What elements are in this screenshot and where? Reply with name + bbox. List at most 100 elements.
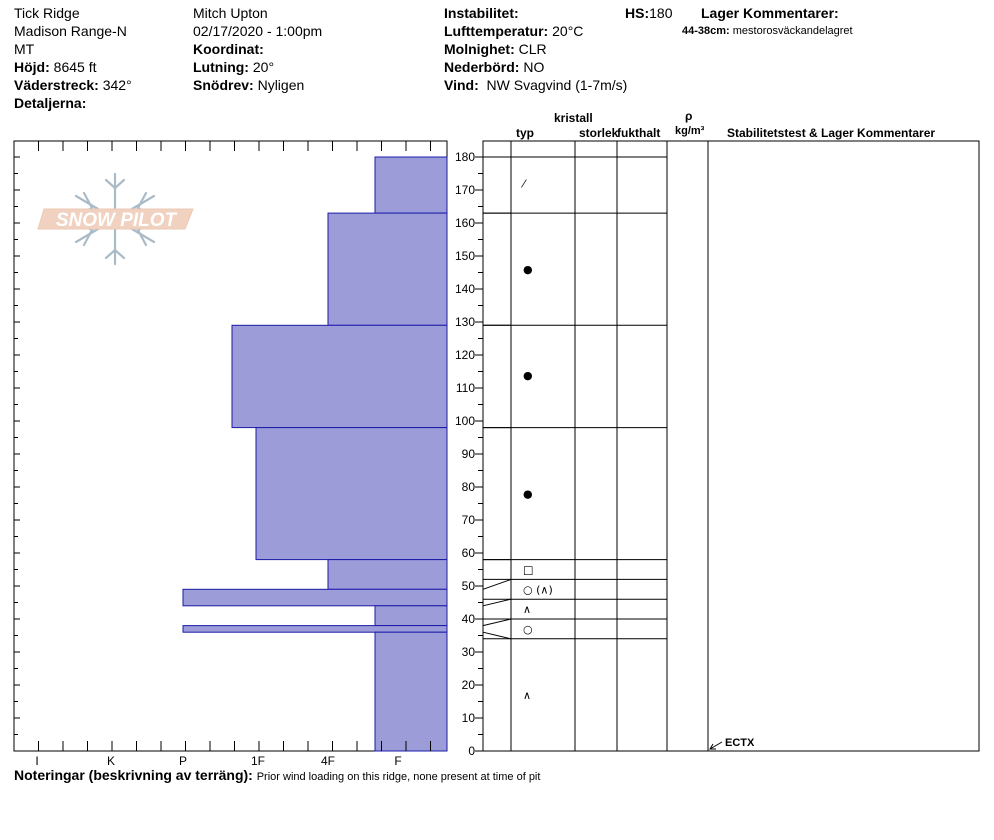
drift-value: Nyligen xyxy=(257,77,305,93)
state-name: MT xyxy=(14,41,35,57)
grain-symbol: ● xyxy=(523,369,533,382)
layer-table-frame xyxy=(482,140,980,752)
stability-arrow-head xyxy=(709,743,716,750)
slope-label: Lutning: xyxy=(193,59,249,75)
notes-label: Noteringar (beskrivning av terräng): xyxy=(14,767,253,783)
column-stability-header: Stabilitetstest & Lager Kommentarer xyxy=(727,126,935,140)
elevation-row: Höjd: 8645 ft xyxy=(14,58,132,76)
grain-symbol: □ xyxy=(523,564,533,577)
depth-tick-label: 90 xyxy=(462,447,476,461)
hardness-label: P xyxy=(179,754,187,768)
range-name: Madison Range-N xyxy=(14,23,127,39)
wind-label: Vind: xyxy=(444,77,479,93)
column-density-header: kg/m³ xyxy=(675,125,705,137)
elevation-label: Höjd: xyxy=(14,59,50,75)
depth-tick-label: 60 xyxy=(462,546,476,560)
grain-symbol: ● xyxy=(523,488,533,501)
depth-tick-label: 130 xyxy=(455,315,475,329)
column-moisture-header: fukthalt xyxy=(617,126,660,140)
depth-tick-label: 140 xyxy=(455,282,475,296)
coordinate-label: Koordinat: xyxy=(193,41,264,57)
air-temp-row: Lufttemperatur: 20°C xyxy=(444,22,627,40)
precip-value: NO xyxy=(523,59,545,75)
stability-test-label: ECTX xyxy=(725,737,755,749)
air-temp-label: Lufttemperatur: xyxy=(444,23,549,39)
layer-table xyxy=(482,140,980,752)
slope-row: Lutning: 20° xyxy=(193,58,322,76)
hardness-label: 4F xyxy=(321,754,335,768)
layer-connector xyxy=(482,578,512,590)
wind-row: Vind: NW Svagvind (1-7m/s) xyxy=(444,76,627,94)
hardness-bar xyxy=(182,588,448,607)
drift-label: Snödrev: xyxy=(193,77,254,93)
depth-tick-label: 100 xyxy=(455,414,475,428)
layer-comments-heading: Lager Kommentarer: xyxy=(701,4,839,22)
depth-tick-label: 160 xyxy=(455,216,475,230)
hardness-label: 1F xyxy=(251,754,265,768)
grain-symbol: ⁄ xyxy=(520,177,527,190)
precip-label: Nederbörd: xyxy=(444,59,520,75)
details-row: Detaljerna: xyxy=(14,94,132,112)
layer-comments-label: Lager Kommentarer: xyxy=(701,5,839,21)
drift-row: Snödrev: Nyligen xyxy=(193,76,322,94)
layer-comment-range: 44-38cm: xyxy=(682,25,730,37)
hardness-bar xyxy=(182,625,448,633)
depth-tick-label: 80 xyxy=(462,480,476,494)
depth-tick-label: 50 xyxy=(462,579,476,593)
hs-label: HS: xyxy=(625,5,650,21)
cloud-row: Molnighet: CLR xyxy=(444,40,627,58)
location-name: Tick Ridge xyxy=(14,5,80,21)
precip-row: Nederbörd: NO xyxy=(444,58,627,76)
grain-type-symbols: ⁄ ● ● ● □ ○ (∧) ∧ ○ ∧ xyxy=(520,177,553,702)
footer-notes: Noteringar (beskrivning av terräng): Pri… xyxy=(14,766,540,786)
header-observer-block: Mitch Upton 02/17/2020 - 1:00pm Koordina… xyxy=(193,4,322,94)
column-crystal-header: kristall xyxy=(554,111,593,125)
grain-symbol: ∧ xyxy=(523,603,531,616)
hardness-bar xyxy=(374,631,448,752)
wind-value: NW Svagvind (1-7m/s) xyxy=(486,77,628,93)
hardness-label: I xyxy=(35,754,38,768)
aspect-row: Väderstreck: 342° xyxy=(14,76,132,94)
layer-connector-lines xyxy=(482,156,512,640)
layer-connector xyxy=(482,618,512,627)
grain-symbol: ○ (∧) xyxy=(523,583,553,596)
depth-tick-label: 0 xyxy=(468,744,475,758)
hardness-bar xyxy=(231,324,448,429)
stability-arrow-line xyxy=(709,741,723,750)
logo-text: SNOW PILOT xyxy=(56,210,178,231)
depth-tick-label: 120 xyxy=(455,348,475,362)
depth-tick-label: 20 xyxy=(462,678,476,692)
hardness-axis-labels: I K P 1F 4F F xyxy=(35,754,401,768)
logo-banner xyxy=(37,208,194,230)
depth-tick-label: 30 xyxy=(462,645,476,659)
column-type-header: typ xyxy=(516,126,534,140)
layer-comment-text: mestorosväckandelagret xyxy=(732,25,853,37)
grain-symbol: ● xyxy=(523,263,533,276)
header-weather-block: Instabilitet: Lufttemperatur: 20°C Molni… xyxy=(444,4,627,94)
instability-label: Instabilitet: xyxy=(444,5,519,21)
stability-test-marker: ECTX xyxy=(709,737,755,750)
aspect-value: 342° xyxy=(102,77,132,93)
elevation-value: 8645 ft xyxy=(53,59,97,75)
hardness-bar xyxy=(327,212,448,326)
observer-name: Mitch Upton xyxy=(193,5,268,21)
cloud-value: CLR xyxy=(518,41,547,57)
layer-connector xyxy=(482,598,512,607)
hardness-bars xyxy=(182,156,448,752)
coordinate-row: Koordinat: xyxy=(193,40,322,58)
depth-tick-label: 150 xyxy=(455,249,475,263)
hardness-tick-marks xyxy=(13,141,431,752)
depth-tick-label: 110 xyxy=(456,381,475,395)
layer-connector xyxy=(482,631,512,640)
grain-symbol: ∧ xyxy=(523,689,531,702)
hardness-label: F xyxy=(394,754,401,768)
snowpilot-logo: SNOW PILOT xyxy=(37,172,194,266)
hs-value: 180 xyxy=(649,5,673,21)
column-rho-header: ρ xyxy=(685,109,692,123)
notes-text: Prior wind loading on this ridge, none p… xyxy=(256,771,541,783)
hardness-bar xyxy=(374,605,448,627)
depth-tick-label: 40 xyxy=(462,612,476,626)
column-size-header: storlek xyxy=(579,126,619,140)
instability-row: Instabilitet: xyxy=(444,4,627,22)
